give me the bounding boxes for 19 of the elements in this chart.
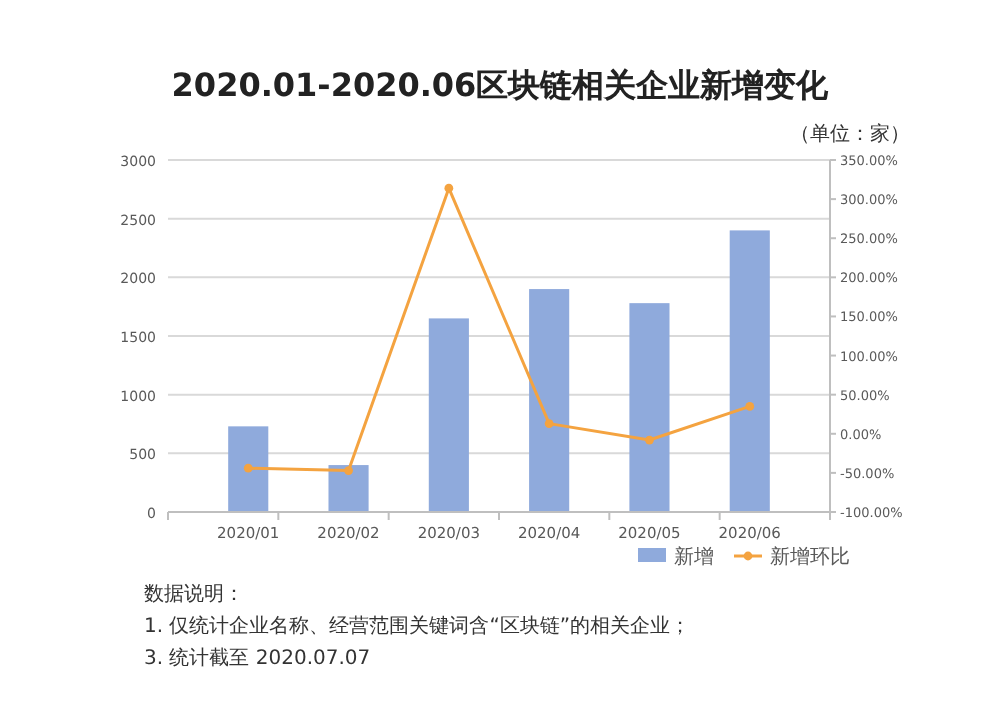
bar [228,426,269,512]
bar [529,289,570,512]
legend-label: 新增环比 [770,545,850,569]
point [243,463,253,473]
bar [428,318,469,512]
bar [629,303,670,512]
bar [328,465,369,512]
text: 3. 统计截至 2020.07.07 [144,646,371,670]
point [745,402,755,411]
point [444,183,454,193]
point [544,419,554,429]
chart-title: 2020.01-2020.06区块链相关企业新增变化 [171,66,831,104]
legend-label: 新增 [674,545,714,569]
point [645,435,654,445]
text: 1. 仅统计企业名称、经营范围关键词含“区块链”的相关企业； [144,614,691,638]
point [344,466,353,475]
bar [729,230,770,512]
text: 数据说明： [144,582,244,606]
text: （单位：家） [790,122,910,146]
